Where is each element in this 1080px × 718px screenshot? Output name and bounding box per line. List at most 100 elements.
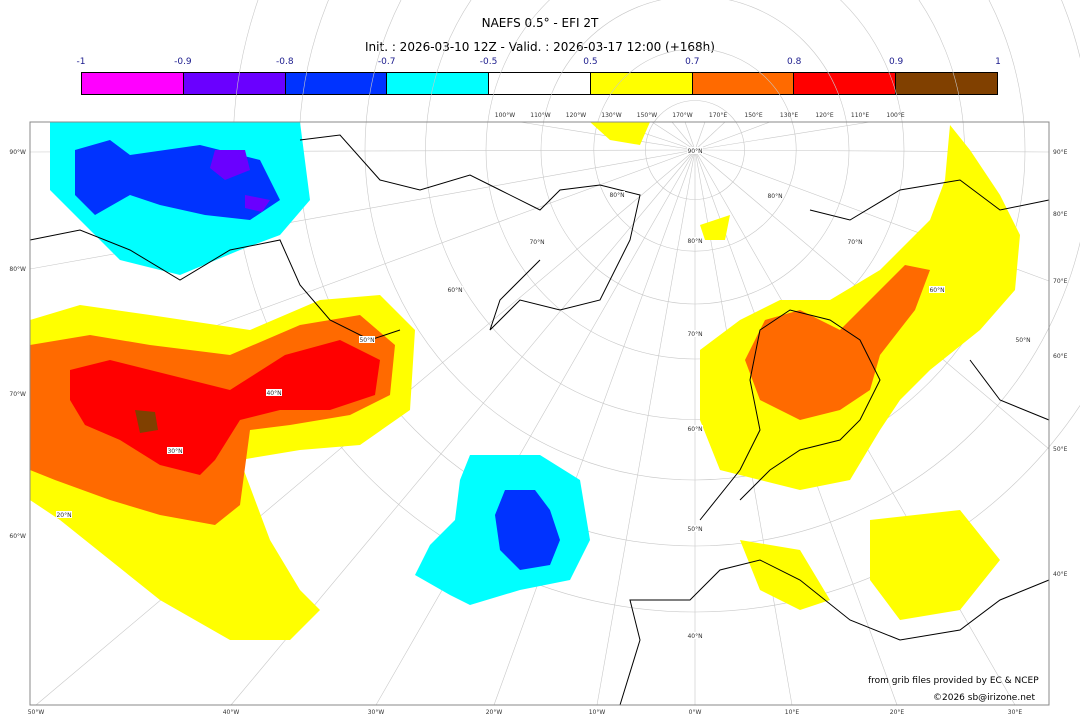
colorbar-label: -0.5 — [479, 57, 498, 67]
axis-label-top: 120°W — [566, 112, 586, 119]
axis-label-left: 60°W — [9, 533, 26, 540]
latitude-label: 60°N — [929, 287, 944, 294]
field-brown-atlantic — [135, 410, 158, 433]
colorbar-label: -1 — [76, 57, 86, 67]
colorbar-label: 1 — [995, 57, 1001, 67]
axis-label-bottom: 30°W — [368, 709, 385, 716]
latitude-label: 80°N — [609, 192, 624, 199]
lat-label-bg — [687, 632, 703, 639]
lat-label-bg — [847, 238, 863, 245]
latitude-label: 50°N — [687, 526, 702, 533]
colorbar-label: 0.9 — [888, 57, 904, 67]
latitude-label: 70°N — [687, 331, 702, 338]
colorbar-label: 0.8 — [787, 57, 802, 67]
colorbar-segment — [590, 73, 693, 94]
map-subtitle: Init. : 2026-03-10 12Z - Valid. : 2026-0… — [365, 40, 715, 54]
colorbar-segment — [183, 73, 286, 94]
colorbar-segment — [489, 73, 591, 94]
axis-label-top: 150°W — [637, 112, 657, 119]
axis-label-top: 110°E — [851, 112, 869, 119]
axis-label-top: 170°W — [672, 112, 692, 119]
axis-label-bottom: 0°W — [689, 709, 702, 716]
meridian-line — [694, 121, 726, 151]
colorbar-segment — [387, 73, 490, 94]
lat-label-bg — [167, 447, 183, 454]
field-yellow-greenland — [590, 122, 1000, 620]
lat-label-bg — [687, 525, 703, 532]
latitude-labels: 90°N 80°N 70°N 60°N 50°N 40°N 30°N 20°N 80°N 70°N… — [56, 147, 1031, 640]
axis-label-top: 170°E — [709, 112, 727, 119]
meridian-line — [375, 149, 696, 706]
lat-label-bg — [687, 237, 703, 244]
axis-labels: 90°W 80°W 70°W 60°W 90°E 80°E 70°E 60°E 50°E 40°E… — [9, 112, 1067, 716]
meridian-line — [694, 149, 1050, 153]
axis-label-bottom: 20°E — [890, 709, 905, 716]
lat-label-bg — [359, 336, 375, 343]
lat-label-bg — [767, 192, 783, 199]
latitude-label: 70°N — [529, 239, 544, 246]
field-violet-canada — [210, 150, 270, 212]
latitude-label: 40°N — [266, 390, 281, 397]
colorbar-segment — [794, 73, 897, 94]
lat-label-bg — [687, 147, 703, 154]
meridian-line — [493, 149, 696, 706]
axis-label-right: 80°E — [1053, 211, 1068, 218]
axis-label-right: 60°E — [1053, 353, 1068, 360]
meridian-line — [651, 121, 696, 151]
axis-label-right: 70°E — [1053, 278, 1068, 285]
axis-label-top: 100°W — [495, 112, 515, 119]
colorbar-label: -0.9 — [174, 57, 192, 67]
lat-label-bg — [687, 425, 703, 432]
latitude-label: 60°N — [447, 287, 462, 294]
axis-label-bottom: 50°W — [28, 709, 45, 716]
colorbar-segment — [82, 73, 184, 94]
colorbar — [81, 72, 998, 95]
colorbar-label: -0.8 — [275, 57, 294, 67]
axis-label-right: 90°E — [1053, 149, 1068, 156]
lat-label-bg — [1015, 336, 1031, 343]
axis-label-top: 110°W — [530, 112, 550, 119]
colorbar-label: -0.7 — [377, 57, 396, 67]
efi-fields — [30, 122, 1020, 640]
map-title: NAEFS 0.5° - EFI 2T — [481, 16, 599, 30]
latitude-label: 80°N — [687, 238, 702, 245]
axis-label-left: 80°W — [9, 266, 26, 273]
latitude-label: 50°N — [1015, 337, 1030, 344]
map-frame — [29, 121, 1050, 706]
axis-label-top: 130°W — [601, 112, 621, 119]
latitude-label: 30°N — [167, 448, 182, 455]
axis-label-top: 130°E — [780, 112, 798, 119]
axis-label-top: 150°E — [744, 112, 762, 119]
lat-label-bg — [447, 286, 463, 293]
axis-label-right: 40°E — [1053, 571, 1068, 578]
colorbar-segment — [692, 73, 795, 94]
colorbar-segment — [896, 73, 998, 94]
copyright-credit: ©2026 sb@irizone.net — [933, 693, 1035, 703]
lat-label-bg — [56, 511, 72, 518]
axis-label-right: 50°E — [1053, 446, 1068, 453]
meridian-line — [596, 149, 696, 706]
meridian-line — [694, 121, 706, 151]
axis-label-left: 90°W — [9, 149, 26, 156]
lat-label-bg — [687, 330, 703, 337]
lat-label-bg — [929, 286, 945, 293]
meridian-line — [694, 121, 871, 151]
latitude-label: 20°N — [56, 512, 71, 519]
axis-label-top: 120°E — [815, 112, 833, 119]
latitude-label: 60°N — [687, 426, 702, 433]
field-red-atlantic — [70, 340, 380, 475]
latitude-label: 80°N — [767, 193, 782, 200]
axis-label-bottom: 30°E — [1008, 709, 1023, 716]
axis-label-bottom: 20°W — [486, 709, 503, 716]
meridian-line — [671, 121, 696, 151]
field-orange-europe — [745, 265, 930, 420]
meridian-line — [684, 121, 696, 151]
source-credit: from grib files provided by EC & NCEP — [868, 676, 1039, 686]
latitude-label: 90°N — [687, 148, 702, 155]
latitude-label: 50°N — [359, 337, 374, 344]
colorbar-segment — [285, 73, 388, 94]
axis-label-bottom: 40°W — [223, 709, 240, 716]
axis-label-bottom: 10°W — [589, 709, 606, 716]
axis-label-top: 100°E — [886, 112, 904, 119]
